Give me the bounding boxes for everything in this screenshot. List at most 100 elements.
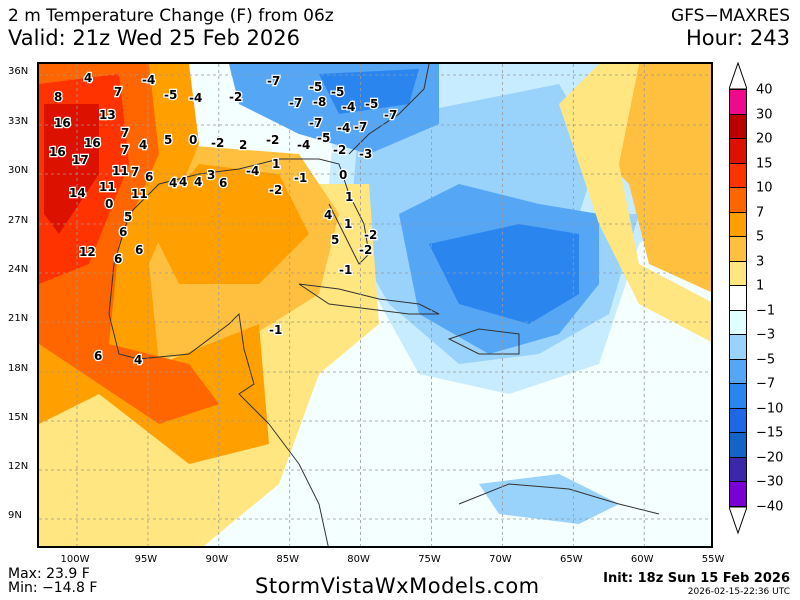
station-value: -2 xyxy=(269,183,282,197)
station-value: 4 xyxy=(134,353,142,367)
station-value: 0 xyxy=(189,133,197,147)
station-value: -7 xyxy=(384,108,397,122)
station-value: -7 xyxy=(267,74,280,88)
colorbar-label: 20 xyxy=(756,131,773,147)
lat-label: 12N xyxy=(8,461,29,472)
station-value: 1 xyxy=(272,157,280,171)
station-value: 5 xyxy=(331,233,339,247)
station-value: -2 xyxy=(211,136,224,150)
colorbar-label: −30 xyxy=(756,474,784,490)
field-north-deep xyxy=(319,69,419,114)
valid-time: Valid: 21z Wed 25 Feb 2026 xyxy=(8,26,300,50)
station-value: 6 xyxy=(219,176,227,190)
station-value: -2 xyxy=(359,243,372,257)
station-value: 6 xyxy=(94,349,102,363)
field-sa-blue xyxy=(479,474,619,524)
station-value: -2 xyxy=(364,228,377,242)
station-value: 12 xyxy=(79,245,96,259)
station-value: 11 xyxy=(99,180,116,194)
site-watermark: StormVistaWxModels.com xyxy=(255,574,540,598)
station-value: 5 xyxy=(124,210,132,224)
field-gulf-deep-orange xyxy=(149,164,309,284)
station-value: -1 xyxy=(339,263,352,277)
station-value: -7 xyxy=(354,120,367,134)
station-value: -5 xyxy=(365,97,378,111)
lat-label: 21N xyxy=(8,313,29,324)
lat-label: 36N xyxy=(8,66,29,77)
colorbar-label: 40 xyxy=(756,82,773,98)
station-value: -4 xyxy=(246,164,259,178)
colorbar-swatch xyxy=(729,89,747,115)
colorbar-swatch xyxy=(729,236,747,262)
colorbar-label: 5 xyxy=(756,229,765,245)
colorbar-label: −15 xyxy=(756,425,784,441)
station-value: 14 xyxy=(69,186,86,200)
station-value: 7 xyxy=(121,126,129,140)
model-name: GFS−MAXRES xyxy=(671,6,790,26)
colorbar-swatch xyxy=(729,383,747,409)
station-value: 1 xyxy=(344,217,352,231)
colorbar-label: −7 xyxy=(756,376,776,392)
colorbar xyxy=(729,62,747,535)
lat-label: 18N xyxy=(8,363,29,374)
lat-label: 27N xyxy=(8,215,29,226)
station-value: -1 xyxy=(269,323,282,337)
station-value: 17 xyxy=(72,153,89,167)
station-value: -2 xyxy=(266,133,279,147)
lat-label: 33N xyxy=(8,116,29,127)
station-value: -5 xyxy=(331,85,344,99)
lat-label: 24N xyxy=(8,264,29,275)
colorbar-swatch xyxy=(729,260,747,286)
station-value: 7 xyxy=(114,85,122,99)
station-value: 16 xyxy=(54,116,71,130)
lon-label: 100W xyxy=(60,554,90,565)
station-value: 4 xyxy=(179,175,187,189)
colorbar-swatch xyxy=(729,309,747,335)
station-value: -2 xyxy=(333,143,346,157)
station-value: 6 xyxy=(119,225,127,239)
colorbar-swatch xyxy=(729,138,747,164)
station-value: 3 xyxy=(207,168,215,182)
colorbar-label: 7 xyxy=(756,205,765,220)
lon-label: 70W xyxy=(489,554,512,565)
lon-label: 55W xyxy=(701,554,725,565)
station-value: -5 xyxy=(309,80,322,94)
colorbar-swatch xyxy=(729,334,747,360)
graticule xyxy=(39,64,711,546)
station-value: 7 xyxy=(121,143,129,157)
lon-label: 85W xyxy=(276,554,299,565)
colorbar-swatch xyxy=(729,358,747,384)
colorbar-swatch xyxy=(729,113,747,139)
station-value: 16 xyxy=(49,145,66,159)
station-value: 11 xyxy=(112,164,129,178)
lat-label: 15N xyxy=(8,412,29,423)
station-value: 6 xyxy=(114,252,122,266)
station-value: 7 xyxy=(131,165,139,179)
station-value: -8 xyxy=(313,95,326,109)
station-value: 5 xyxy=(164,133,172,147)
colorbar-label: 15 xyxy=(756,156,773,171)
generated-timestamp: 2026-02-15-22:36 UTC xyxy=(687,587,790,597)
station-value: 4 xyxy=(139,138,147,152)
station-value: 0 xyxy=(339,168,347,182)
coastlines xyxy=(108,64,660,546)
station-value: 4 xyxy=(324,208,332,222)
colorbar-label: 3 xyxy=(756,254,765,269)
station-value: -3 xyxy=(359,147,372,161)
station-value: 8 xyxy=(54,90,62,104)
station-value: -7 xyxy=(309,116,322,130)
max-value: Max: 23.9 F xyxy=(8,566,90,582)
colorbar-swatch xyxy=(729,162,747,188)
colorbar-label: −5 xyxy=(756,352,776,367)
field-texas-core xyxy=(44,104,99,234)
station-value: 4 xyxy=(194,175,202,189)
colorbar-swatch xyxy=(729,211,747,237)
station-value: 16 xyxy=(84,136,101,150)
station-value: -7 xyxy=(289,96,302,110)
colorbar-swatch xyxy=(729,407,747,433)
colorbar-swatch xyxy=(729,456,747,482)
lon-label: 95W xyxy=(134,554,158,565)
station-value: -5 xyxy=(164,88,177,102)
